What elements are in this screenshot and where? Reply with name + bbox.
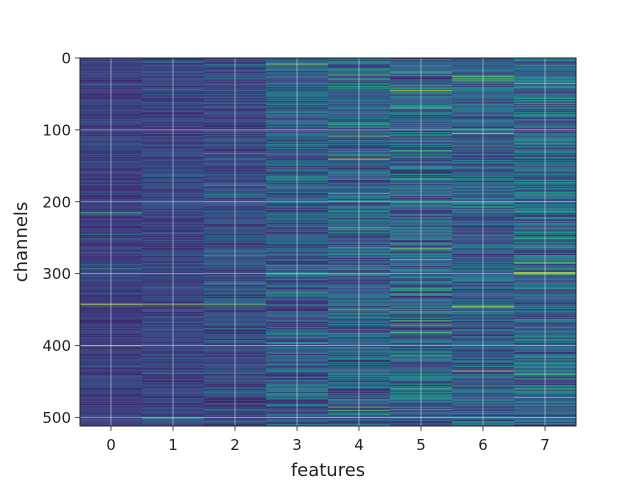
heatmap-cells bbox=[80, 58, 577, 427]
y-axis-ticks: 0 100 200 300 400 500 bbox=[42, 50, 80, 427]
y-tick-label: 200 bbox=[42, 193, 71, 211]
x-axis-label: features bbox=[291, 460, 365, 480]
y-axis-label: channels bbox=[11, 202, 32, 283]
x-tick-label: 3 bbox=[292, 436, 302, 454]
y-tick-label: 400 bbox=[42, 337, 71, 355]
y-tick-label: 0 bbox=[61, 50, 71, 68]
x-tick-label: 5 bbox=[416, 436, 426, 454]
x-axis-ticks: 0 1 2 3 4 5 6 7 bbox=[106, 426, 550, 454]
x-tick-label: 7 bbox=[540, 436, 550, 454]
x-tick-label: 0 bbox=[106, 436, 116, 454]
x-tick-label: 6 bbox=[478, 436, 488, 454]
plot-frame bbox=[79, 57, 577, 427]
y-tick-label: 500 bbox=[42, 409, 71, 427]
x-tick-label: 4 bbox=[354, 436, 364, 454]
y-tick-label: 300 bbox=[42, 265, 71, 283]
y-tick-label: 100 bbox=[42, 121, 71, 139]
x-tick-label: 1 bbox=[168, 436, 178, 454]
grid-lines bbox=[80, 57, 576, 426]
x-tick-label: 2 bbox=[230, 436, 240, 454]
